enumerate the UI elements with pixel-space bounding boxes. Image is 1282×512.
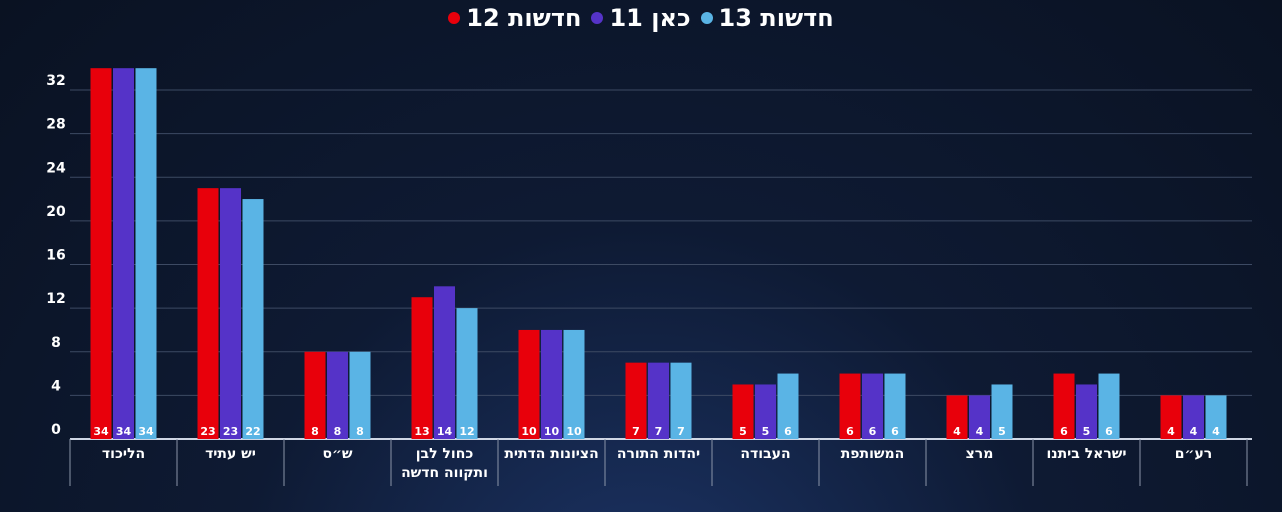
bar [90,68,112,439]
category-label: ישראל ביתנו [1046,446,1126,462]
data-label: 10 [521,425,537,438]
data-label: 7 [655,425,663,438]
bar [197,188,219,439]
y-tick-label: 32 [46,73,65,89]
legend: חדשות 13 כאן 11 חדשות 12 [0,0,1282,36]
bar [135,68,157,439]
data-label: 5 [739,425,747,438]
data-label: 34 [138,425,154,438]
data-label: 4 [1212,425,1220,438]
data-label: 7 [632,425,640,438]
data-label: 12 [459,425,474,438]
data-label: 4 [1167,425,1175,438]
bar [670,362,692,439]
legend-dot-icon [448,12,461,24]
data-label: 6 [869,425,877,438]
bar [884,373,906,439]
data-label: 8 [356,425,364,438]
category-label: יהדות התורה [617,446,700,462]
bar [839,373,861,439]
data-label: 23 [223,425,238,438]
y-tick-label: 0 [51,422,61,438]
data-label: 34 [116,425,132,438]
legend-dot-icon [700,12,713,24]
bar [732,384,754,439]
y-tick-label: 24 [46,160,66,176]
category-label: רע״ם [1175,446,1212,462]
data-label: 4 [1190,425,1198,438]
legend-label: חדשות 12 [466,4,582,32]
bar [456,308,478,439]
category-label: העבודה [740,446,790,462]
bar [563,329,585,439]
data-label: 34 [93,425,109,438]
data-label: 22 [245,425,260,438]
legend-item: כאן 11 [591,4,691,32]
bar [1160,395,1182,439]
bar [411,297,433,439]
bar [946,395,968,439]
bar [434,286,455,439]
data-label: 14 [437,425,453,438]
bar [625,362,647,439]
category-label: הציונות הדתית [504,446,598,462]
legend-label: חדשות 13 [718,4,834,32]
data-label: 8 [311,425,319,438]
category-label: המשותפת [841,446,905,462]
y-tick-label: 4 [51,378,61,394]
data-label: 10 [544,425,560,438]
bar [777,373,799,439]
data-label: 13 [414,425,429,438]
category-label: מרצ [966,446,994,462]
data-label: 6 [1060,425,1068,438]
data-label: 4 [953,425,961,438]
y-tick-label: 8 [51,335,61,351]
data-label: 5 [1083,425,1091,438]
bar [755,384,776,439]
data-label: 6 [891,425,899,438]
data-label: 10 [566,425,582,438]
bar [541,329,562,439]
y-tick-label: 28 [46,117,65,133]
bar [648,362,669,439]
bar [327,351,348,439]
category-label: יש עתיד [205,446,256,462]
legend-dot-icon [591,12,604,24]
data-label: 6 [784,425,792,438]
bar [1098,373,1120,439]
data-label: 7 [677,425,685,438]
bar [969,395,990,439]
data-label: 8 [334,425,342,438]
category-label: ש״ס [322,446,352,462]
bar [242,199,264,439]
legend-item: חדשות 12 [448,4,581,32]
bar [1183,395,1204,439]
legend-label: כאן 11 [609,4,691,32]
bar [862,373,883,439]
data-label: 23 [200,425,215,438]
legend-item: חדשות 13 [700,4,834,32]
data-label: 6 [846,425,854,438]
data-label: 6 [1105,425,1113,438]
category-label: כחול לבן ותקווה חדשה [401,446,488,481]
category-label: הליכוד [102,446,145,462]
data-label: 4 [976,425,984,438]
bar [220,188,241,439]
bar [113,68,134,439]
bar [991,384,1013,439]
y-tick-label: 20 [46,204,66,220]
bar [349,351,371,439]
data-label: 5 [762,425,770,438]
bar [1076,384,1097,439]
data-label: 5 [998,425,1006,438]
bar [304,351,326,439]
bar [518,329,540,439]
y-tick-label: 16 [46,248,65,264]
bar [1053,373,1075,439]
y-tick-label: 12 [46,291,65,307]
bar [1205,395,1227,439]
